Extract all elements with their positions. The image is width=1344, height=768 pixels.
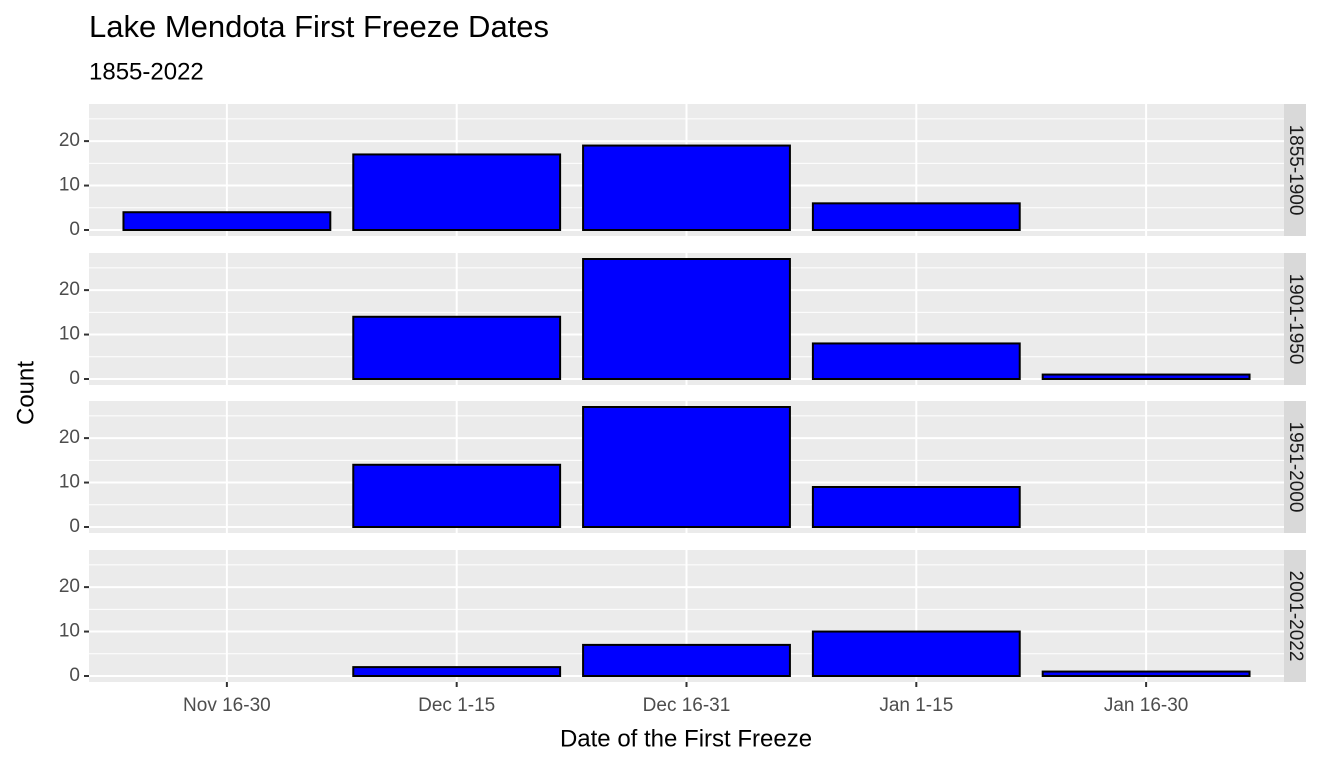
bar (811, 342, 1021, 381)
bar (582, 643, 791, 678)
x-tick-label: Dec 1-15 (418, 695, 495, 716)
y-tick-label: 0 (69, 516, 80, 537)
bar (352, 666, 562, 677)
y-tick-label: 10 (59, 175, 80, 196)
bar (352, 463, 562, 528)
strip-label: 2001-2022 (1285, 571, 1306, 662)
chart-subtitle: 1855-2022 (89, 58, 204, 85)
y-tick-label: 20 (59, 576, 80, 597)
strip-label: 1951-2000 (1285, 422, 1306, 513)
strip-label: 1901-1950 (1285, 274, 1306, 365)
strip-background (1284, 253, 1306, 385)
y-tick-label: 10 (59, 621, 80, 642)
bar (811, 202, 1021, 231)
x-tick-label: Dec 16-31 (643, 695, 731, 716)
bar (811, 630, 1021, 677)
strip-background (1284, 401, 1306, 533)
strip-background (1284, 550, 1306, 682)
bar (352, 315, 562, 380)
y-tick-label: 10 (59, 472, 80, 493)
bar (582, 258, 791, 380)
y-tick-label: 20 (59, 427, 80, 448)
bar (1041, 670, 1251, 677)
x-tick-label: Jan 1-15 (879, 695, 953, 716)
bar (1041, 373, 1251, 380)
x-tick-label: Jan 16-30 (1104, 695, 1189, 716)
y-axis-title: Count (12, 361, 39, 425)
x-axis-title: Date of the First Freeze (560, 725, 812, 752)
y-tick-label: 0 (69, 219, 80, 240)
bar (582, 144, 791, 231)
strip-background (1284, 104, 1306, 236)
x-tick-label: Nov 16-30 (183, 695, 271, 716)
y-tick-label: 20 (59, 130, 80, 151)
bar (352, 153, 562, 231)
y-tick-label: 0 (69, 665, 80, 686)
bar (122, 211, 332, 232)
y-tick-label: 10 (59, 324, 80, 345)
bar (582, 406, 791, 528)
y-tick-label: 20 (59, 279, 80, 300)
chart-title: Lake Mendota First Freeze Dates (89, 9, 549, 44)
strip-label: 1855-1900 (1285, 125, 1306, 216)
bar (811, 486, 1021, 528)
y-tick-label: 0 (69, 368, 80, 389)
